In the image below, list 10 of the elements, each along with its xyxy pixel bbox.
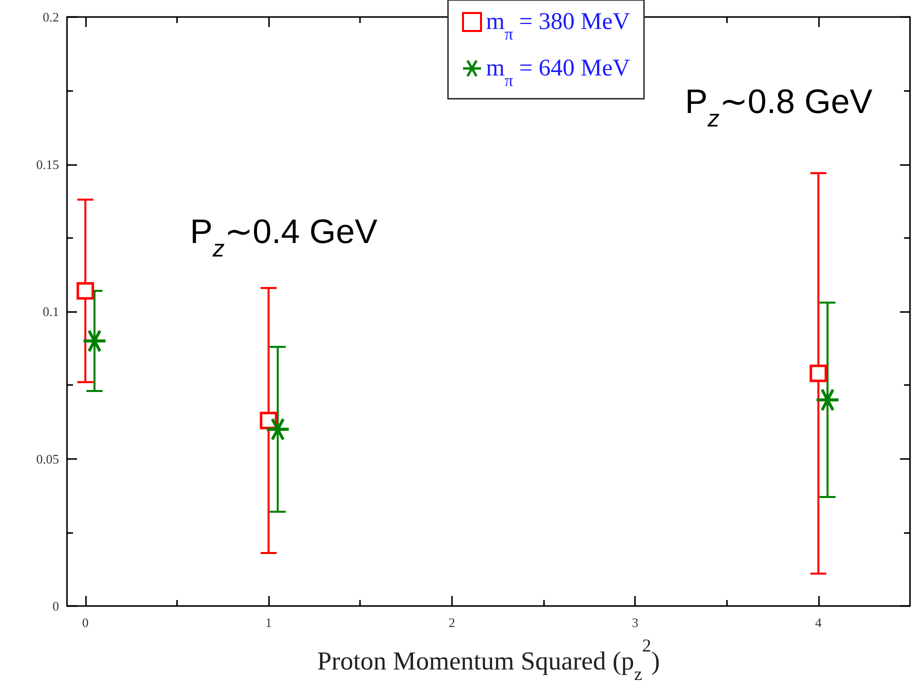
x-tick-label: 3: [632, 615, 638, 630]
y-tick-label: 0.05: [36, 451, 59, 466]
y-tick-label: 0.15: [36, 156, 59, 172]
x-tick-label: 0: [82, 615, 89, 630]
x-tick-label: 2: [448, 615, 456, 630]
y-tick-label: 0.1: [42, 304, 59, 319]
y-tick-label: 0.2: [42, 10, 59, 24]
x-tick-label: 1: [265, 615, 272, 630]
y-tick-label: 0: [52, 598, 59, 614]
x-tick-label: 4: [815, 615, 822, 630]
